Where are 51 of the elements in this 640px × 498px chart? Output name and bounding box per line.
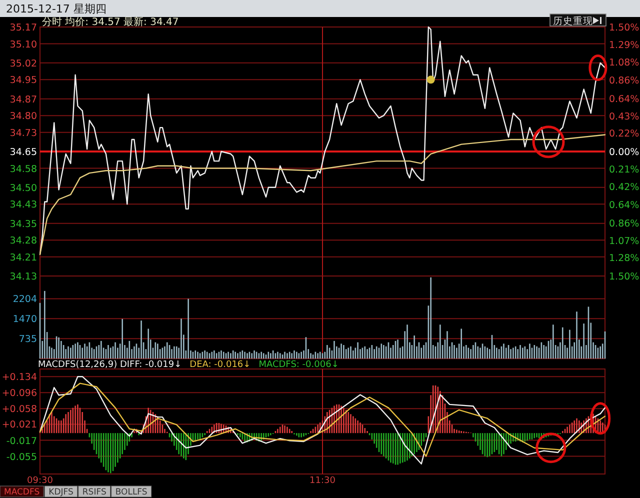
annotation: 分时 均价: 34.57 最新: 34.47 [42, 16, 179, 28]
y2-tick-label: 0.42% [609, 182, 640, 193]
y-tick-label: 34.80 [10, 111, 37, 122]
y-tick-label: 34.13 [10, 272, 37, 282]
y2-tick-label: 0.64% [609, 200, 640, 212]
y-tick-label: 34.35 [10, 218, 37, 230]
y-tick-label: 34.28 [10, 236, 37, 247]
y-tick-label: 34.87 [10, 94, 37, 106]
annotation: MACDFS(12,26,9) DIFF: -0.019↓ [38, 360, 182, 370]
y-tick-label: 35.17 [10, 22, 37, 34]
y-tick-label: -0.055 [6, 452, 37, 463]
y-tick-label: 34.21 [10, 252, 37, 264]
y2-tick-label: 1.50% [609, 272, 640, 282]
y-tick-label: 2204 [12, 294, 37, 306]
text: KDJFS [48, 488, 74, 498]
y-tick-label: 34.58 [10, 164, 37, 175]
y-tick-label: +0.134 [2, 372, 37, 384]
y-tick-label: 735 [18, 334, 37, 346]
y-tick-label: 34.73 [10, 128, 37, 139]
y-tick-label: +0.096 [2, 388, 37, 400]
y-tick-label: -0.017 [6, 436, 37, 447]
text: 历史重现 [553, 15, 593, 27]
y-tick-label: 1470 [12, 314, 37, 326]
y2-tick-label: 0.86% [609, 218, 640, 230]
annotation: DEA: -0.016↓ [190, 360, 251, 370]
y-tick-label: 34.65 [10, 147, 37, 158]
y2-tick-label: 0.21% [609, 164, 640, 176]
y-tick-label: +0.021 [2, 420, 37, 431]
y-tick-label: 34.95 [10, 75, 37, 86]
y2-tick-label: 1.29% [609, 40, 640, 51]
y2-tick-label: 1.08% [609, 57, 640, 68]
y-tick-label: +0.058 [2, 404, 37, 416]
y-tick-label: 35.02 [10, 58, 37, 70]
y2-tick-label: 1.50% [609, 22, 640, 34]
y2-tick-label: 0.43% [609, 111, 640, 122]
annotation: MACDFS: -0.006↓ [258, 360, 339, 370]
text: RSIFS [82, 488, 106, 498]
y2-tick-label: 0.00% [609, 147, 640, 158]
y2-tick-label: 1.28% [609, 253, 640, 264]
y2-tick-label: 0.22% [609, 128, 640, 140]
y-tick-label: 35.10 [10, 39, 37, 50]
text: MACDFS [4, 488, 40, 498]
x-tick-label: 09:30 [27, 476, 54, 486]
x-tick-label: 11:30 [310, 476, 336, 486]
chart-title: 2015-12-17 星期四 [6, 2, 106, 16]
y2-tick-label: 0.86% [609, 76, 640, 87]
text: BOLLFS [115, 488, 148, 498]
y2-tick-label: 1.07% [609, 236, 640, 247]
y-tick-label: 34.50 [10, 182, 37, 194]
y2-tick-label: 0.64% [609, 94, 640, 105]
y-tick-label: 34.43 [10, 200, 37, 211]
